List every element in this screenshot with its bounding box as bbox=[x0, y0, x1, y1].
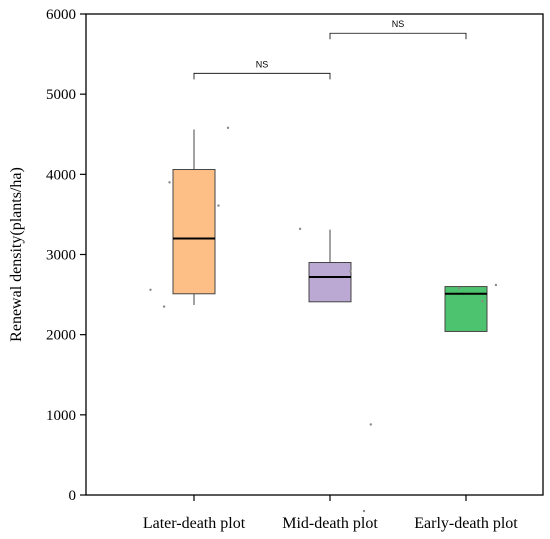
significance-layer: NS NS bbox=[193, 19, 467, 80]
box-3 bbox=[444, 286, 488, 332]
data-point bbox=[298, 227, 302, 231]
ticks-layer: 0 1000 2000 3000 4000 5000 6000 Later-death plo… bbox=[46, 7, 518, 532]
data-point bbox=[362, 509, 366, 513]
y-tick-label: 0 bbox=[69, 488, 77, 504]
data-point bbox=[168, 181, 171, 184]
y-axis-title: Renewal density(plants/ha) bbox=[8, 167, 25, 342]
x-tick-label: Early-death plot bbox=[414, 515, 518, 532]
data-point bbox=[149, 288, 152, 291]
bracket-line bbox=[193, 72, 331, 80]
data-point bbox=[162, 305, 166, 308]
bracket-line bbox=[329, 32, 467, 40]
significance-label: NS bbox=[256, 59, 269, 69]
data-point bbox=[458, 286, 461, 290]
y-tick-label: 2000 bbox=[46, 328, 76, 344]
significance-bracket: NS bbox=[329, 19, 467, 40]
data-point bbox=[481, 299, 484, 303]
plot-frame bbox=[85, 13, 544, 496]
significance-label: NS bbox=[392, 19, 405, 29]
data-point bbox=[217, 204, 220, 207]
y-tick-label: 4000 bbox=[46, 167, 76, 183]
x-tick-label: Mid-death plot bbox=[282, 515, 378, 532]
data-point bbox=[494, 283, 498, 287]
boxes-layer bbox=[172, 129, 488, 332]
data-point bbox=[349, 270, 352, 273]
y-tick-label: 5000 bbox=[46, 87, 76, 103]
axes-layer bbox=[85, 13, 544, 496]
significance-bracket: NS bbox=[193, 59, 331, 80]
y-tick-label: 3000 bbox=[46, 248, 76, 264]
box-2 bbox=[308, 229, 352, 303]
x-tick-label: Later-death plot bbox=[143, 515, 246, 532]
y-tick-label: 1000 bbox=[46, 408, 76, 424]
data-point bbox=[369, 423, 372, 426]
data-point bbox=[226, 126, 230, 130]
box-body bbox=[308, 262, 352, 303]
points-layer bbox=[149, 126, 498, 513]
box-body bbox=[172, 169, 216, 295]
box-1 bbox=[172, 129, 216, 306]
y-tick-label: 6000 bbox=[46, 7, 76, 23]
